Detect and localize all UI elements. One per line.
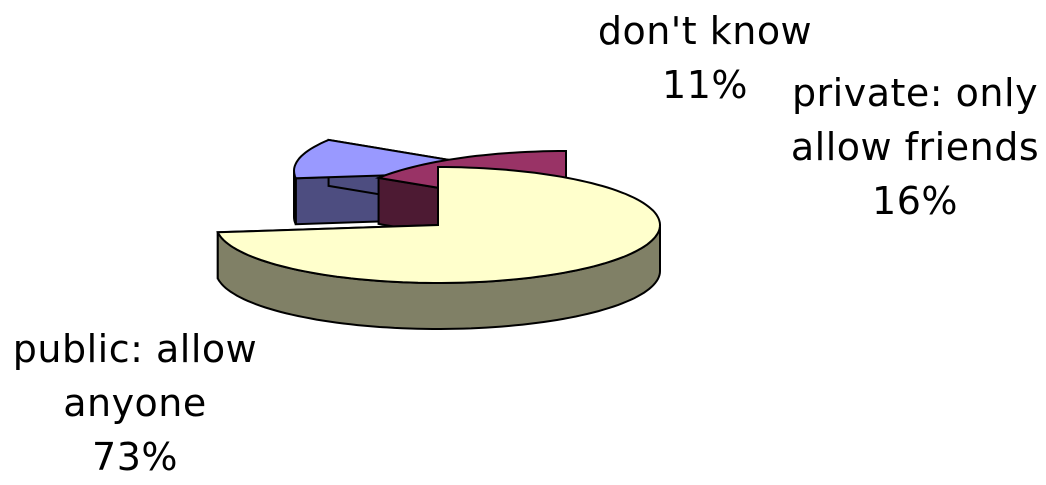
slice-label-private: private: only allow friends 16% — [770, 66, 1046, 228]
slice-label-public: public: allow anyone 73% — [0, 322, 270, 484]
slice-percent-label: 16% — [872, 179, 958, 223]
slice-percent-label: 73% — [92, 435, 178, 479]
slice-label-text: public: allow — [12, 327, 258, 371]
slice-label-text: anyone — [63, 381, 207, 425]
slice-label-text: private: only — [791, 71, 1039, 115]
slice-label-text: don't know — [597, 9, 813, 53]
slice-percent-label: 11% — [662, 63, 748, 107]
slice-label-dont-know: don't know 11% — [580, 4, 830, 112]
slice-label-text: allow friends — [790, 125, 1040, 169]
slice-top-face — [216, 166, 662, 284]
slice-public — [216, 166, 662, 330]
